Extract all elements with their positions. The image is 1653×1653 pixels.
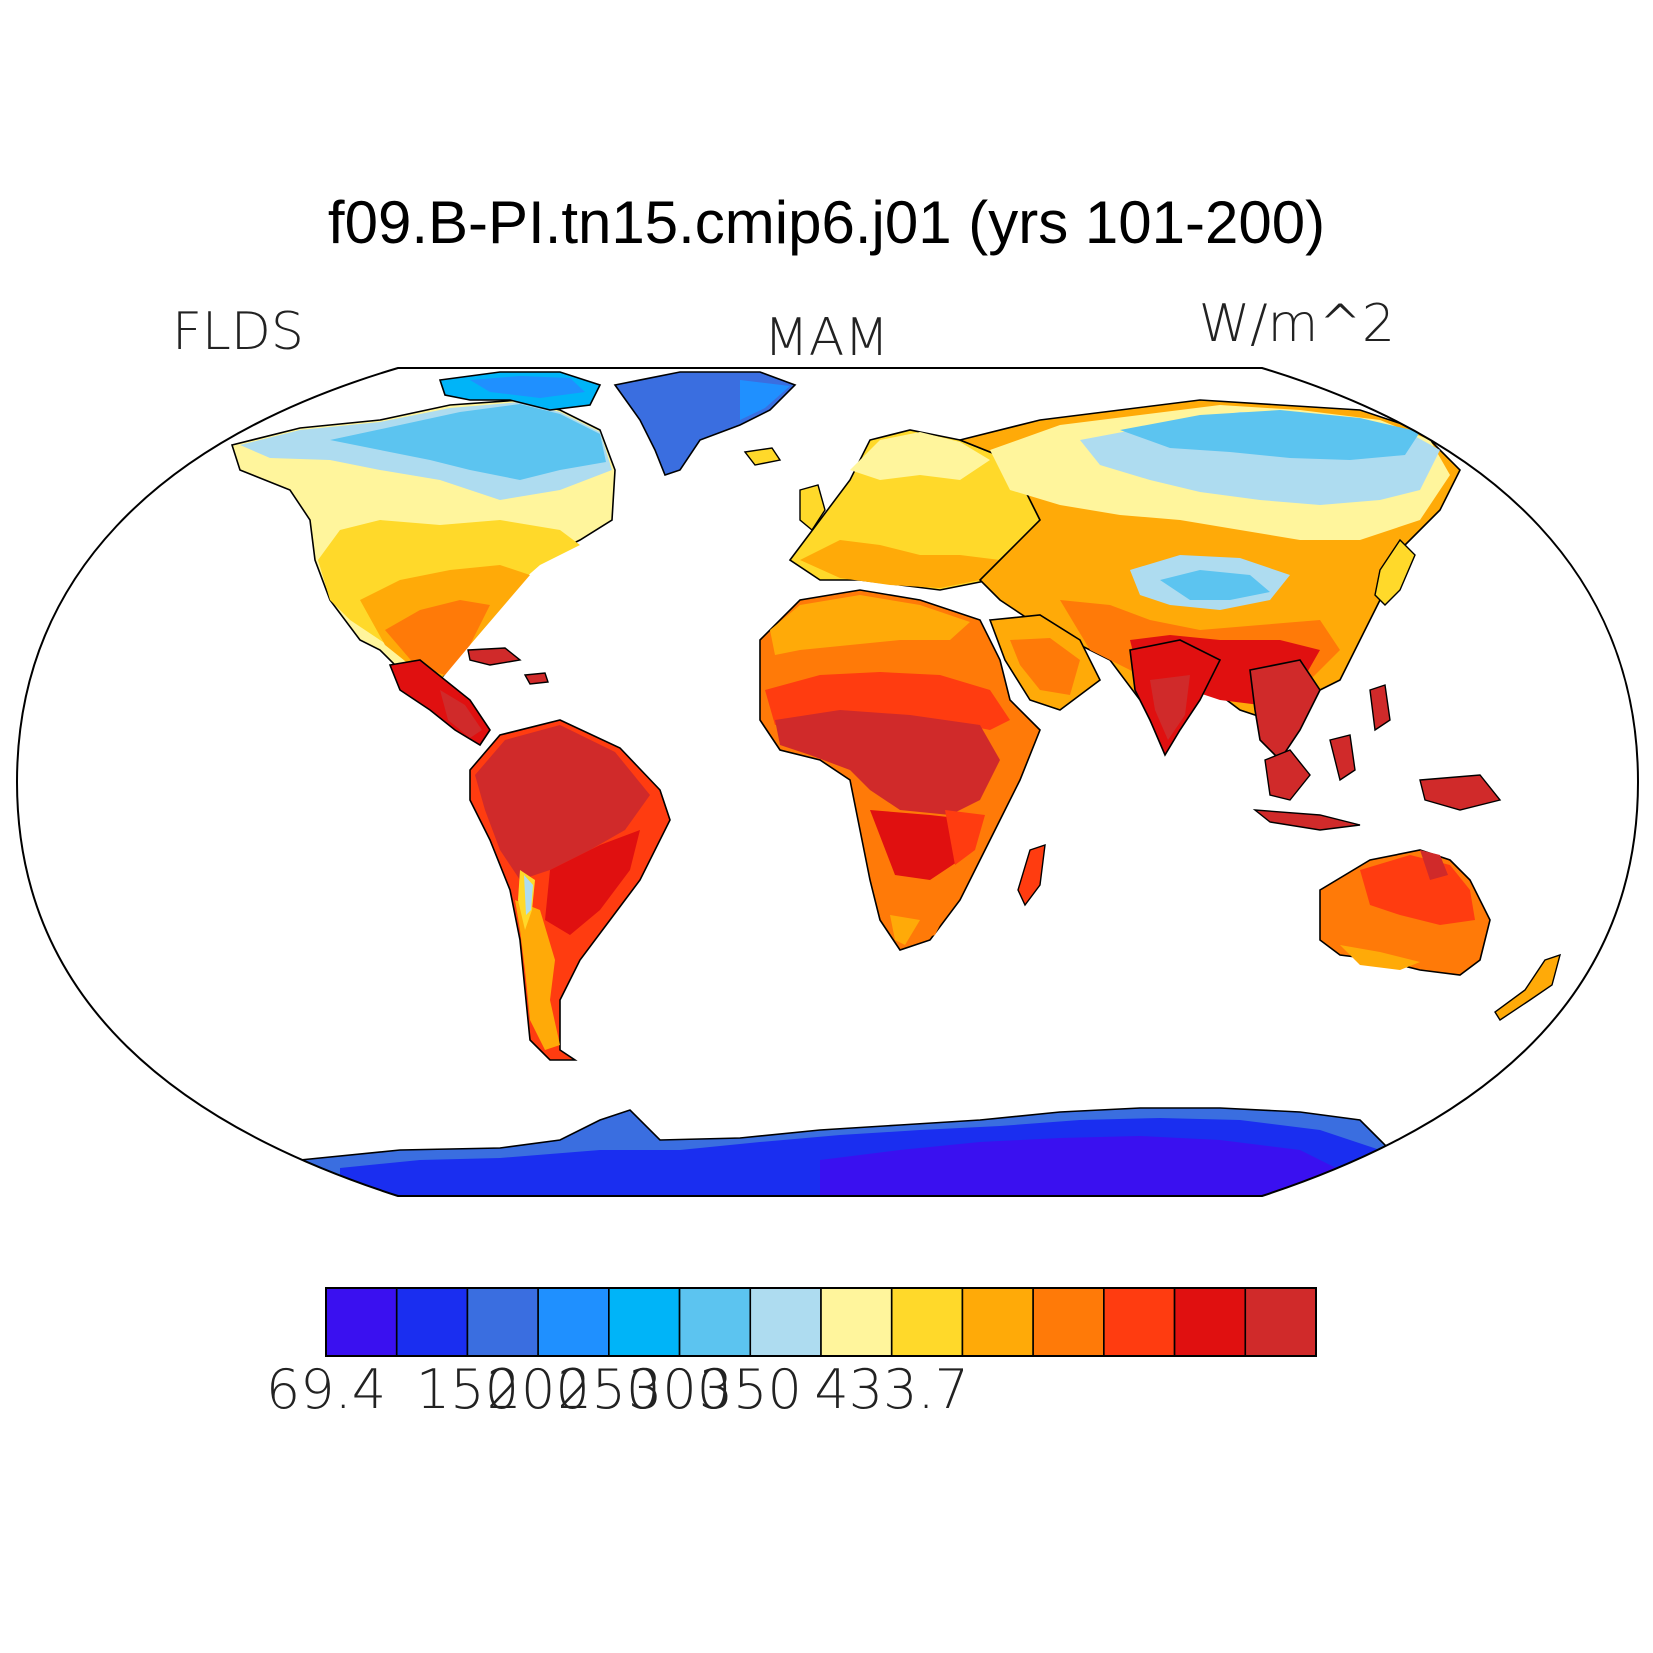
colorbar-swatch <box>749 1287 822 1357</box>
iceland <box>743 447 782 466</box>
colorbar-tick-label: 150 <box>415 1358 519 1421</box>
plot-title: f09.B-PI.tn15.cmip6.j01 (yrs 101-200) <box>327 189 1326 256</box>
colorbar-swatch <box>1032 1287 1105 1357</box>
new-zealand <box>1494 953 1562 1021</box>
australia <box>1319 849 1491 976</box>
colorbar-swatch <box>961 1287 1034 1357</box>
maritime-continent <box>1252 684 1502 831</box>
units-label: W/m^2 <box>1198 294 1395 354</box>
colorbar-swatch <box>1103 1287 1176 1357</box>
colorbar-swatch <box>466 1287 539 1357</box>
colorbar-swatch <box>608 1287 681 1357</box>
southeast-asia <box>1249 659 1321 762</box>
colorbar-tick-label: 433.7 <box>814 1358 969 1421</box>
south-america <box>469 719 671 1061</box>
season-label: MAM <box>763 308 890 368</box>
colorbar-swatch <box>678 1287 752 1357</box>
africa <box>759 589 1041 951</box>
colorbar-swatch <box>1244 1287 1317 1357</box>
colorbar-tick-label: 300 <box>628 1358 732 1421</box>
north-america <box>230 399 616 692</box>
colorbar-swatch <box>537 1287 610 1357</box>
colorbar-frame <box>325 1287 1317 1357</box>
variable-label: FLDS <box>172 302 304 362</box>
colorbar-tick-label: 250 <box>557 1358 661 1421</box>
arabian-peninsula <box>988 614 1102 711</box>
colorbar-swatch <box>325 1287 398 1357</box>
colorbar-tick-label: 200 <box>486 1358 590 1421</box>
colorbar-swatch <box>890 1287 964 1357</box>
caribbean-islands <box>467 647 549 685</box>
antarctica <box>299 1107 1401 1196</box>
greenland <box>613 371 797 476</box>
europe <box>788 429 1041 591</box>
british-isles <box>799 484 826 532</box>
colorbar-swatch <box>395 1287 469 1357</box>
madagascar <box>1017 843 1046 907</box>
colorbar-swatch <box>820 1287 893 1357</box>
colorbar-tick-label: 350 <box>698 1358 802 1421</box>
india <box>1129 639 1222 757</box>
asia <box>957 399 1461 742</box>
colorbar-tick-label: 69.4 <box>265 1358 387 1421</box>
colorbar-swatch <box>1173 1287 1247 1357</box>
map-boundary <box>15 367 1640 1197</box>
japan <box>1374 538 1416 606</box>
canadian-arctic-islands <box>438 371 602 411</box>
central-america <box>388 659 491 747</box>
